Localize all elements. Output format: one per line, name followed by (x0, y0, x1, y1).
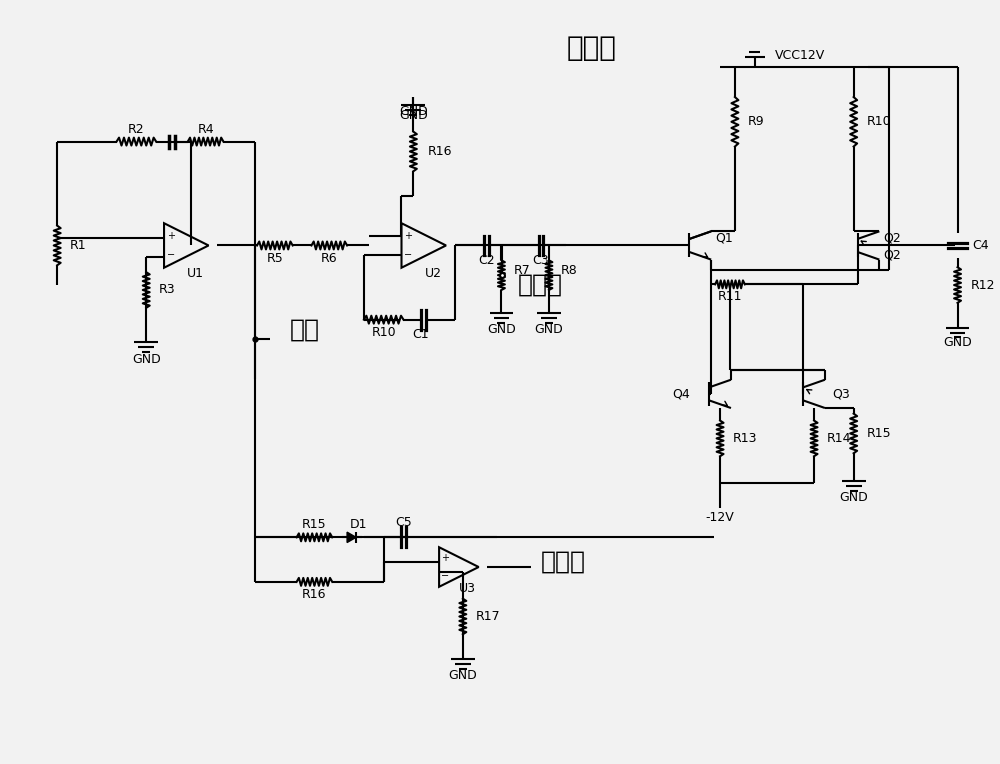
Text: R4: R4 (197, 123, 214, 136)
Text: R17: R17 (476, 610, 500, 623)
Text: −: − (404, 251, 412, 261)
Text: R8: R8 (561, 264, 578, 277)
Text: R12: R12 (970, 279, 995, 292)
Text: GND: GND (535, 323, 563, 336)
Text: R6: R6 (321, 252, 338, 265)
Text: GND: GND (399, 108, 428, 121)
Text: R1: R1 (70, 239, 87, 252)
Text: C3: C3 (533, 254, 549, 267)
Text: Q2: Q2 (883, 249, 901, 262)
Text: GND: GND (839, 491, 868, 504)
Text: R9: R9 (748, 115, 764, 128)
Text: +: + (441, 553, 449, 563)
Text: GND: GND (943, 336, 972, 349)
Text: R15: R15 (302, 518, 327, 531)
Text: 方波: 方波 (290, 318, 320, 342)
Text: −: − (167, 251, 175, 261)
Text: U2: U2 (425, 267, 442, 280)
Text: GND: GND (448, 669, 477, 682)
Text: R15: R15 (867, 427, 891, 440)
Text: R10: R10 (371, 326, 396, 339)
Text: R16: R16 (302, 588, 327, 601)
Polygon shape (347, 533, 356, 542)
Text: C1: C1 (412, 328, 429, 341)
Text: U1: U1 (187, 267, 204, 280)
Text: Q1: Q1 (715, 231, 733, 244)
Text: GND: GND (487, 323, 516, 336)
Text: Q3: Q3 (832, 387, 850, 400)
Text: R13: R13 (733, 432, 757, 445)
Text: R2: R2 (128, 123, 145, 136)
Text: R5: R5 (266, 252, 283, 265)
Text: GND: GND (132, 353, 161, 366)
Text: 锯齿波: 锯齿波 (541, 550, 586, 574)
Text: C4: C4 (972, 239, 989, 252)
Text: VCC12V: VCC12V (774, 49, 825, 62)
Text: R10: R10 (867, 115, 891, 128)
Text: Q4: Q4 (673, 387, 690, 400)
Text: U3: U3 (459, 582, 476, 595)
Text: R11: R11 (718, 290, 742, 303)
Text: D1: D1 (350, 518, 368, 531)
Text: +: + (404, 231, 412, 241)
Text: R7: R7 (513, 264, 530, 277)
Text: GND: GND (399, 105, 428, 118)
Text: −: − (441, 571, 449, 581)
Text: C2: C2 (478, 254, 495, 267)
Text: 三角波: 三角波 (517, 273, 562, 297)
Text: 正弦波: 正弦波 (567, 34, 617, 62)
Text: Q2: Q2 (883, 231, 901, 244)
Text: +: + (167, 231, 175, 241)
Text: C5: C5 (395, 516, 412, 529)
Text: R14: R14 (827, 432, 851, 445)
Text: R3: R3 (159, 283, 176, 296)
Text: R16: R16 (428, 145, 453, 158)
Text: -12V: -12V (706, 511, 734, 524)
